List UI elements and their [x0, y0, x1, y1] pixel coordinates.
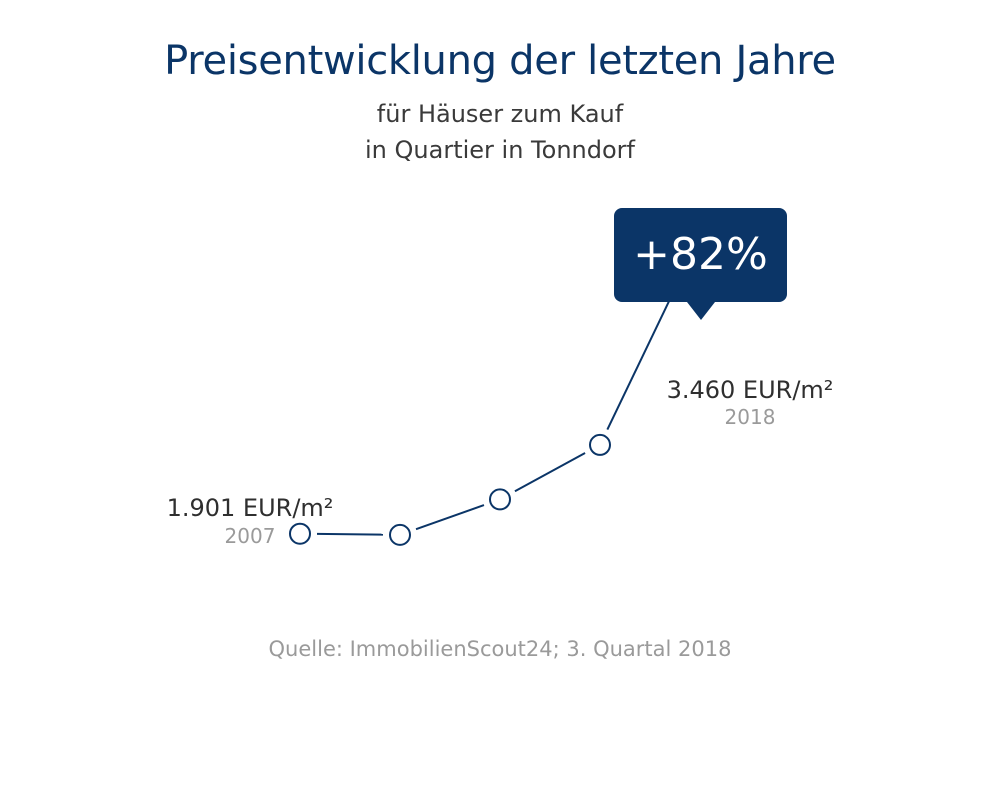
chart-title: Preisentwicklung der letzten Jahre: [164, 38, 836, 84]
source-note: Quelle: ImmobilienScout24; 3. Quartal 20…: [268, 637, 732, 661]
end-year-label: 2018: [724, 405, 776, 429]
series-line-segment: [514, 452, 586, 493]
data-point: [589, 433, 611, 456]
start-year-label: 2007: [224, 524, 276, 548]
start-value-label: 1.901 EUR/m²: [166, 494, 334, 522]
series-line-segment: [316, 532, 384, 536]
chart-subtitle-line1: für Häuser zum Kauf: [376, 100, 624, 128]
chart-subtitle-line2: in Quartier in Tonndorf: [365, 136, 635, 164]
data-point: [289, 522, 311, 545]
data-point: [489, 488, 511, 511]
end-value-label: 3.460 EUR/m²: [666, 376, 834, 404]
series-line-segment: [415, 504, 485, 531]
data-point: [389, 523, 411, 546]
change-callout: +82%: [614, 208, 787, 320]
